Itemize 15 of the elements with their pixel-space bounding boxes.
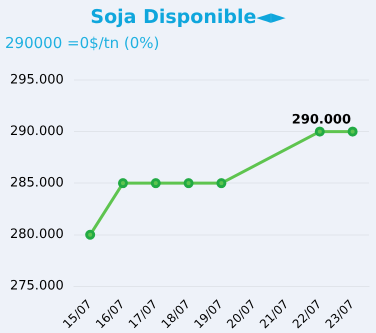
point: [150, 178, 161, 188]
chart-subtitle: 290000 =0$/tn (0%): [5, 34, 160, 52]
chart-title: Soja Disponible◄►: [89, 6, 287, 28]
point: [348, 126, 358, 137]
y-tick-label: 275.000: [10, 278, 64, 294]
y-tick-label: 290.000: [10, 124, 64, 139]
data-label: 290.000: [292, 112, 352, 128]
y-tick-label: 295.000: [10, 72, 64, 88]
point: [85, 230, 96, 240]
point: [216, 178, 226, 188]
y-tick-label: 285.000: [10, 176, 64, 191]
y-tick-label: 280.000: [10, 227, 64, 242]
point: [118, 178, 128, 188]
point: [314, 126, 325, 137]
point: [184, 178, 194, 188]
